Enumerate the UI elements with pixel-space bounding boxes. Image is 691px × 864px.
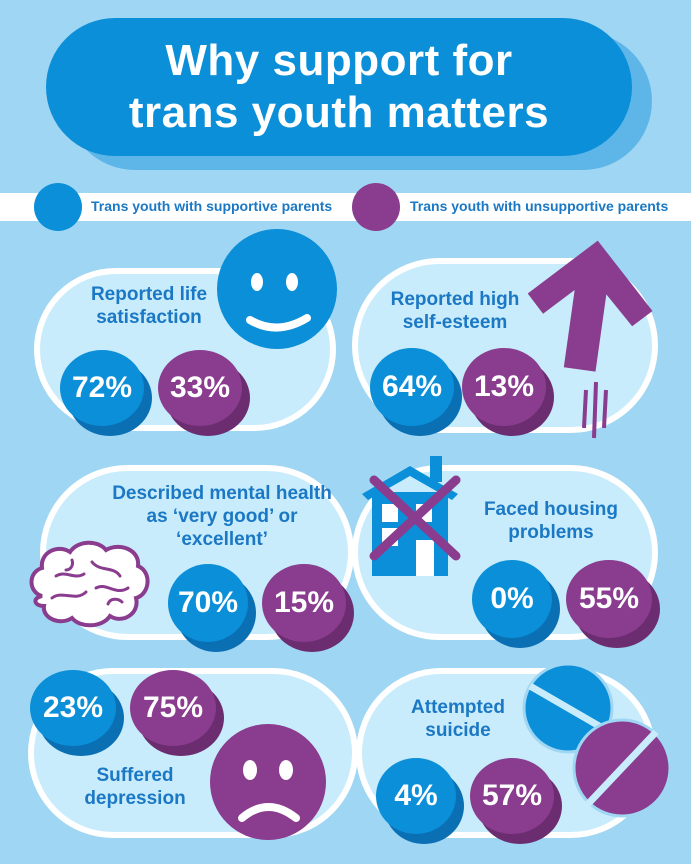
housing-supportive: 0% [472, 560, 552, 638]
pills-icon [522, 662, 672, 818]
page-title: Why support for trans youth matters [46, 18, 632, 156]
mental-health-supportive: 70% [168, 564, 248, 642]
smiley-icon [217, 229, 337, 349]
legend-unsupportive-dot [352, 183, 400, 231]
depression-unsupportive: 75% [130, 670, 216, 746]
suicide-label: Attempted suicide [411, 697, 505, 741]
housing-label: Faced housing problems [483, 499, 619, 543]
housing-unsupportive: 55% [566, 560, 652, 638]
depression-label: Suffered depression [84, 765, 186, 809]
self-esteem-label: Reported high self-esteem [390, 289, 520, 333]
legend-band [0, 193, 691, 221]
legend-supportive-label: Trans youth with supportive parents [91, 198, 333, 214]
title-line-1: Why support for [165, 36, 513, 85]
life-satisfaction-label: Reported life satisfaction [90, 284, 208, 328]
suicide-supportive: 4% [376, 758, 456, 834]
suicide-unsupportive: 57% [470, 758, 554, 834]
mental-health-unsupportive: 15% [262, 564, 346, 642]
mental-health-label: Described mental health as ‘very good’ o… [112, 483, 332, 550]
self-esteem-supportive: 64% [370, 348, 454, 426]
sad-face-icon [210, 724, 326, 840]
self-esteem-unsupportive: 13% [462, 348, 546, 426]
brain-icon [29, 540, 150, 628]
crossed-house-icon [362, 456, 461, 576]
depression-supportive: 23% [30, 670, 116, 746]
title-line-2: trans youth matters [128, 88, 550, 137]
legend-supportive-dot [34, 183, 82, 231]
up-arrow-icon [527, 240, 653, 439]
legend-unsupportive-label: Trans youth with unsupportive parents [410, 198, 669, 214]
life-satisfaction-supportive: 72% [60, 350, 144, 426]
life-satisfaction-unsupportive: 33% [158, 350, 242, 426]
